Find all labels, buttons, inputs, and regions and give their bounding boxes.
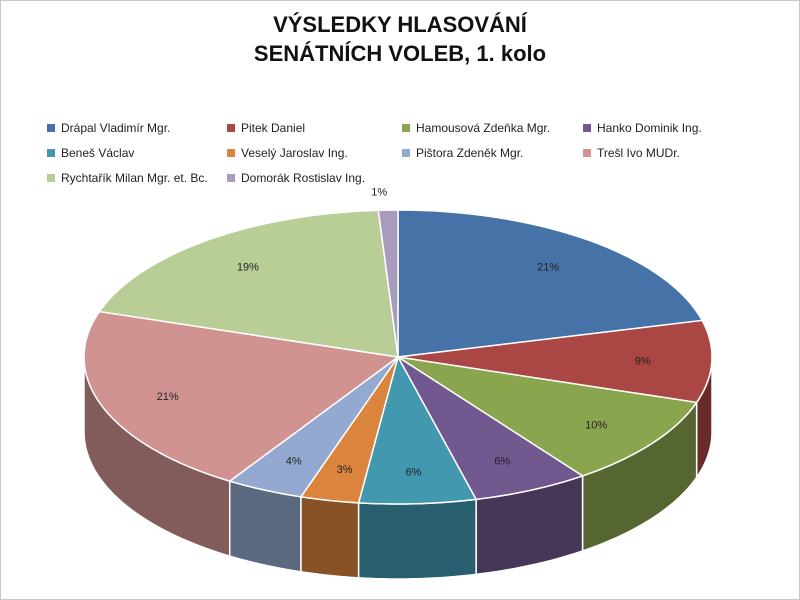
pie-top — [83, 209, 713, 505]
legend-item: Rychtařík Milan Mgr. et. Bc. — [47, 170, 208, 186]
chart-title-line-1: VÝSLEDKY HLASOVÁNÍ — [273, 12, 527, 37]
legend-label: Rychtařík Milan Mgr. et. Bc. — [61, 171, 208, 185]
legend-label: Beneš Václav — [61, 146, 135, 160]
legend-swatch — [402, 149, 410, 157]
pie-slice-side — [300, 495, 360, 579]
chart-title: VÝSLEDKY HLASOVÁNÍ SENÁTNÍCH VOLEB, 1. k… — [0, 10, 800, 68]
legend-swatch — [583, 124, 591, 132]
legend-item: Drápal Vladimír Mgr. — [47, 120, 170, 136]
legend-swatch — [47, 174, 55, 182]
pie-slice-label: 6% — [405, 466, 421, 478]
chart-title-line-2: SENÁTNÍCH VOLEB, 1. kolo — [253, 41, 547, 66]
legend-swatch — [583, 149, 591, 157]
pie-slice — [377, 209, 399, 358]
pie-slice-side — [357, 498, 477, 580]
pie-slice-label: 3% — [337, 464, 353, 476]
legend-swatch — [227, 124, 235, 132]
legend-item: Hamousová Zdeňka Mgr. — [402, 120, 550, 136]
legend-label: Hamousová Zdeňka Mgr. — [416, 121, 551, 135]
legend-label: Domorák Rostislav Ing. — [241, 171, 366, 185]
pie-slice — [98, 209, 399, 358]
legend-label: Hanko Dominik Ing. — [597, 121, 702, 135]
pie-slice — [357, 356, 477, 505]
pie-slice-label: 6% — [494, 456, 510, 468]
legend-swatch — [47, 124, 55, 132]
legend-label: Veselý Jaroslav Ing. — [241, 146, 348, 160]
legend-item: Beneš Václav — [47, 145, 134, 161]
pie-slice — [397, 356, 698, 477]
legend-item: Pištora Zdeněk Mgr. — [402, 145, 523, 161]
legend-label: Pitek Daniel — [241, 121, 306, 135]
pie-slice-label: 9% — [635, 356, 651, 368]
pie-slice-label: 1% — [371, 186, 387, 198]
legend-item: Hanko Dominik Ing. — [583, 120, 702, 136]
pie-slice — [397, 209, 703, 358]
pie-slice-label: 10% — [585, 419, 607, 431]
pie-slice-label: 21% — [157, 391, 179, 403]
legend-item: Domorák Rostislav Ing. — [227, 170, 365, 186]
pie-slice — [83, 310, 399, 482]
pie-slice-label: 4% — [286, 456, 302, 468]
pie-labels: 21% 9% 10% 6% 6% 3% 4% 21% 19% 1% — [157, 186, 651, 478]
pie-slice-label: 19% — [237, 261, 259, 273]
legend-swatch — [227, 149, 235, 157]
legend-swatch — [47, 149, 55, 157]
pie-slice-label: 21% — [537, 261, 559, 273]
pie-slice — [397, 319, 713, 404]
legend-item: Veselý Jaroslav Ing. — [227, 145, 348, 161]
legend-label: Trešl Ivo MUDr. — [597, 146, 680, 160]
legend-label: Pištora Zdeněk Mgr. — [416, 146, 524, 160]
legend-item: Pitek Daniel — [227, 120, 305, 136]
legend-swatch — [227, 174, 235, 182]
legend-label: Drápal Vladimír Mgr. — [61, 121, 171, 135]
legend-item: Trešl Ivo MUDr. — [583, 145, 680, 161]
pie-slice — [397, 356, 584, 501]
legend-swatch — [402, 124, 410, 132]
